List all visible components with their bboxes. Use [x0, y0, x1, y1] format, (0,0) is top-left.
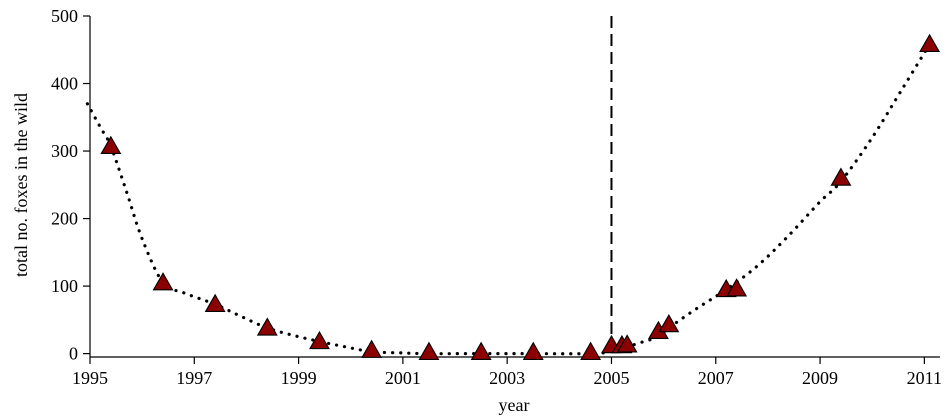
data-point-triangle [361, 339, 383, 358]
data-point-triangle [470, 341, 492, 360]
data-point-triangle [204, 293, 226, 313]
data-point-triangle [658, 313, 680, 333]
data-point-triangle [256, 317, 278, 336]
y-tick-label: 200 [51, 209, 78, 229]
y-axis-title: total no. foxes in the wild [11, 93, 31, 277]
y-tick-label: 300 [51, 141, 78, 161]
data-point-triangle [418, 341, 440, 360]
data-markers [100, 33, 941, 360]
x-tick-label: 2005 [593, 368, 629, 388]
x-tick-label: 2009 [802, 368, 838, 388]
x-tick-label: 1997 [176, 368, 212, 388]
data-point-triangle [616, 334, 638, 353]
x-tick-label: 2007 [698, 368, 734, 388]
data-point-triangle [919, 33, 941, 53]
data-point-triangle [522, 341, 544, 360]
y-ticks: 0 100 200 300 400 500 [51, 6, 90, 364]
data-point-triangle [309, 330, 330, 350]
x-axis-title: year [499, 395, 530, 415]
x-tick-label: 1999 [281, 368, 317, 388]
data-point-triangle [152, 272, 174, 291]
x-ticks: 1995 1997 1999 2001 2003 2005 2007 2009 2011 [72, 357, 942, 388]
y-tick-label: 0 [69, 344, 78, 364]
y-tick-label: 100 [51, 276, 78, 296]
x-tick-label: 1995 [72, 368, 108, 388]
x-tick-label: 2003 [489, 368, 525, 388]
x-tick-label: 2001 [385, 368, 421, 388]
y-tick-label: 500 [51, 6, 78, 26]
y-tick-label: 400 [51, 74, 78, 94]
data-point-triangle [726, 278, 748, 297]
x-tick-label: 2011 [907, 368, 942, 388]
data-point-triangle [100, 135, 122, 154]
data-point-triangle [830, 167, 852, 186]
axes [89, 16, 940, 358]
data-point-triangle [580, 341, 602, 360]
